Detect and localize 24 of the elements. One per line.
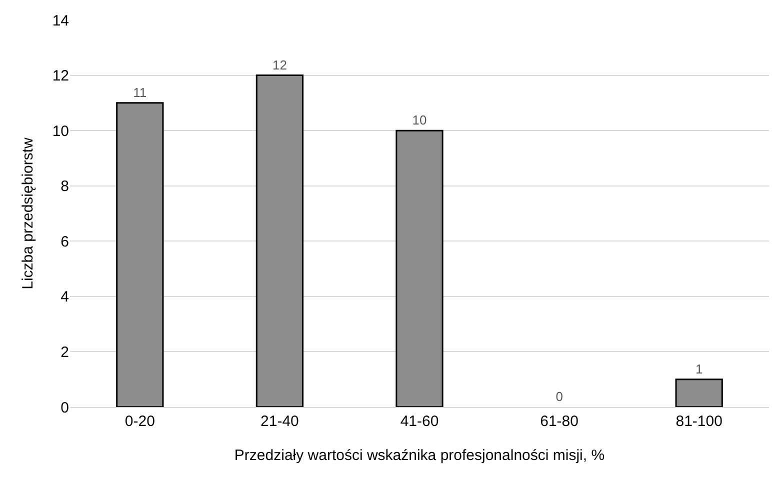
bar [675, 378, 723, 407]
data-label: 12 [272, 57, 287, 72]
y-tick-label: 14 [52, 12, 69, 30]
data-label: 11 [133, 84, 147, 100]
y-tick-label: 2 [60, 344, 69, 361]
x-tick-label: 21-40 [260, 413, 299, 430]
bar [256, 74, 304, 407]
y-tick-label: 4 [60, 288, 69, 306]
x-tick-label: 41-60 [400, 413, 439, 430]
y-tick-label: 0 [60, 399, 69, 416]
y-axis-title: Liczba przedsiębiorstw [20, 137, 37, 290]
data-label: 0 [556, 389, 563, 404]
y-tick-label: 12 [52, 68, 69, 85]
y-tick-label: 10 [52, 122, 69, 140]
y-tick-label: 6 [60, 233, 69, 250]
x-tick-label: 61-80 [540, 413, 578, 430]
data-label: 10 [412, 112, 427, 128]
x-tick-label: 0-20 [124, 413, 155, 430]
bar [396, 130, 444, 407]
x-axis-title: Przedziały wartości wskaźnika profesjonalności misji, % [234, 447, 605, 464]
y-tick-label: 8 [60, 178, 69, 196]
x-tick-label: 81-100 [676, 413, 722, 430]
bar [116, 102, 164, 407]
data-label: 1 [695, 361, 703, 376]
